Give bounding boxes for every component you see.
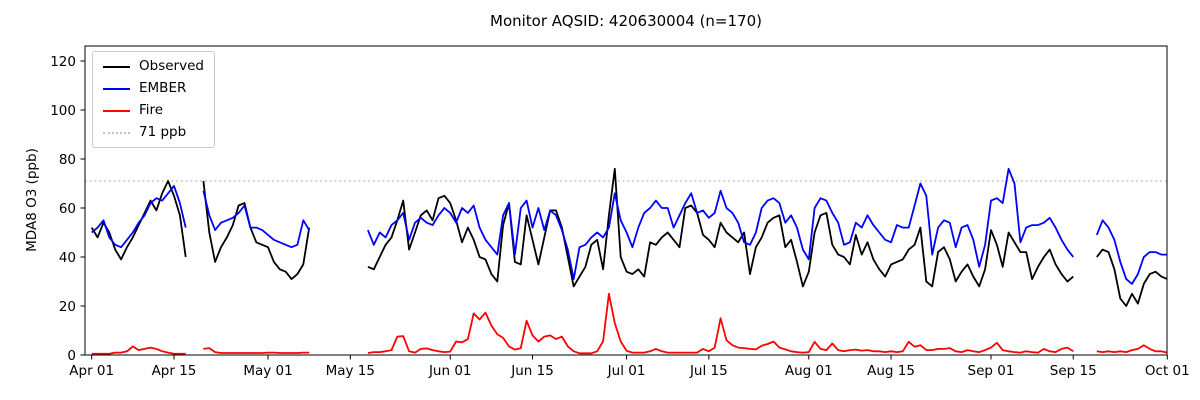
legend-entry-fire: Fire: [103, 103, 204, 118]
legend: Observed EMBER Fire 71 ppb: [92, 51, 215, 148]
x-tick-label: May 15: [326, 363, 375, 379]
x-tick-label: Jun 15: [510, 363, 554, 379]
legend-line-sample-fire: [103, 109, 130, 112]
series-ember-segment-2: [367, 167, 1075, 281]
series-ember-segment-1: [202, 190, 310, 249]
x-tick-label: Aug 15: [867, 363, 915, 379]
series-observed-segment-2: [367, 167, 1074, 288]
legend-label-ember: EMBER: [139, 80, 187, 96]
x-tick-label: Oct 01: [1145, 363, 1190, 379]
legend-entry-71ppb: 71 ppb: [103, 125, 204, 140]
x-tick-label: Sep 15: [1050, 363, 1097, 379]
y-tick-label: 40: [59, 250, 76, 266]
y-tick-label: 60: [59, 201, 76, 217]
series-ember-segment-3: [1095, 219, 1168, 285]
series-observed-segment-0: [90, 180, 187, 261]
legend-label-observed: Observed: [139, 58, 204, 74]
x-tick-label: Sep 01: [968, 363, 1015, 379]
y-tick-label: 0: [67, 348, 76, 364]
legend-line-sample-71ppb: [103, 131, 130, 134]
x-tick-label: Jul 15: [689, 363, 728, 379]
x-tick-label: Jun 01: [428, 363, 472, 379]
x-tick-label: Jul 01: [607, 363, 646, 379]
series-fire-segment-2: [367, 292, 1074, 355]
legend-entry-ember: EMBER: [103, 81, 204, 96]
chart-title: Monitor AQSID: 420630004 (n=170): [490, 12, 762, 30]
y-axis-label: MDA8 O3 (ppb): [24, 148, 40, 252]
series-fire-segment-0: [91, 345, 186, 355]
series-fire-segment-1: [203, 347, 310, 354]
legend-line-sample-ember: [103, 87, 130, 90]
series-observed-segment-3: [1096, 248, 1168, 307]
legend-line-sample-observed: [103, 65, 130, 68]
axes-frame: [84, 45, 1168, 356]
x-tick-label: May 01: [243, 363, 292, 379]
series-ember-segment-0: [91, 184, 187, 249]
y-tick-label: 100: [50, 103, 76, 119]
legend-entry-observed: Observed: [103, 59, 204, 74]
legend-label-71ppb: 71 ppb: [139, 124, 187, 140]
legend-label-fire: Fire: [139, 102, 164, 118]
y-tick-label: 120: [50, 54, 76, 70]
series-observed-segment-1: [202, 180, 311, 281]
y-tick-label: 80: [59, 152, 76, 168]
y-tick-label: 20: [59, 299, 76, 315]
series-fire-segment-3: [1096, 344, 1168, 354]
x-tick-label: Aug 01: [785, 363, 833, 379]
x-tick-label: Apr 01: [69, 363, 114, 379]
x-tick-label: Apr 15: [152, 363, 197, 379]
